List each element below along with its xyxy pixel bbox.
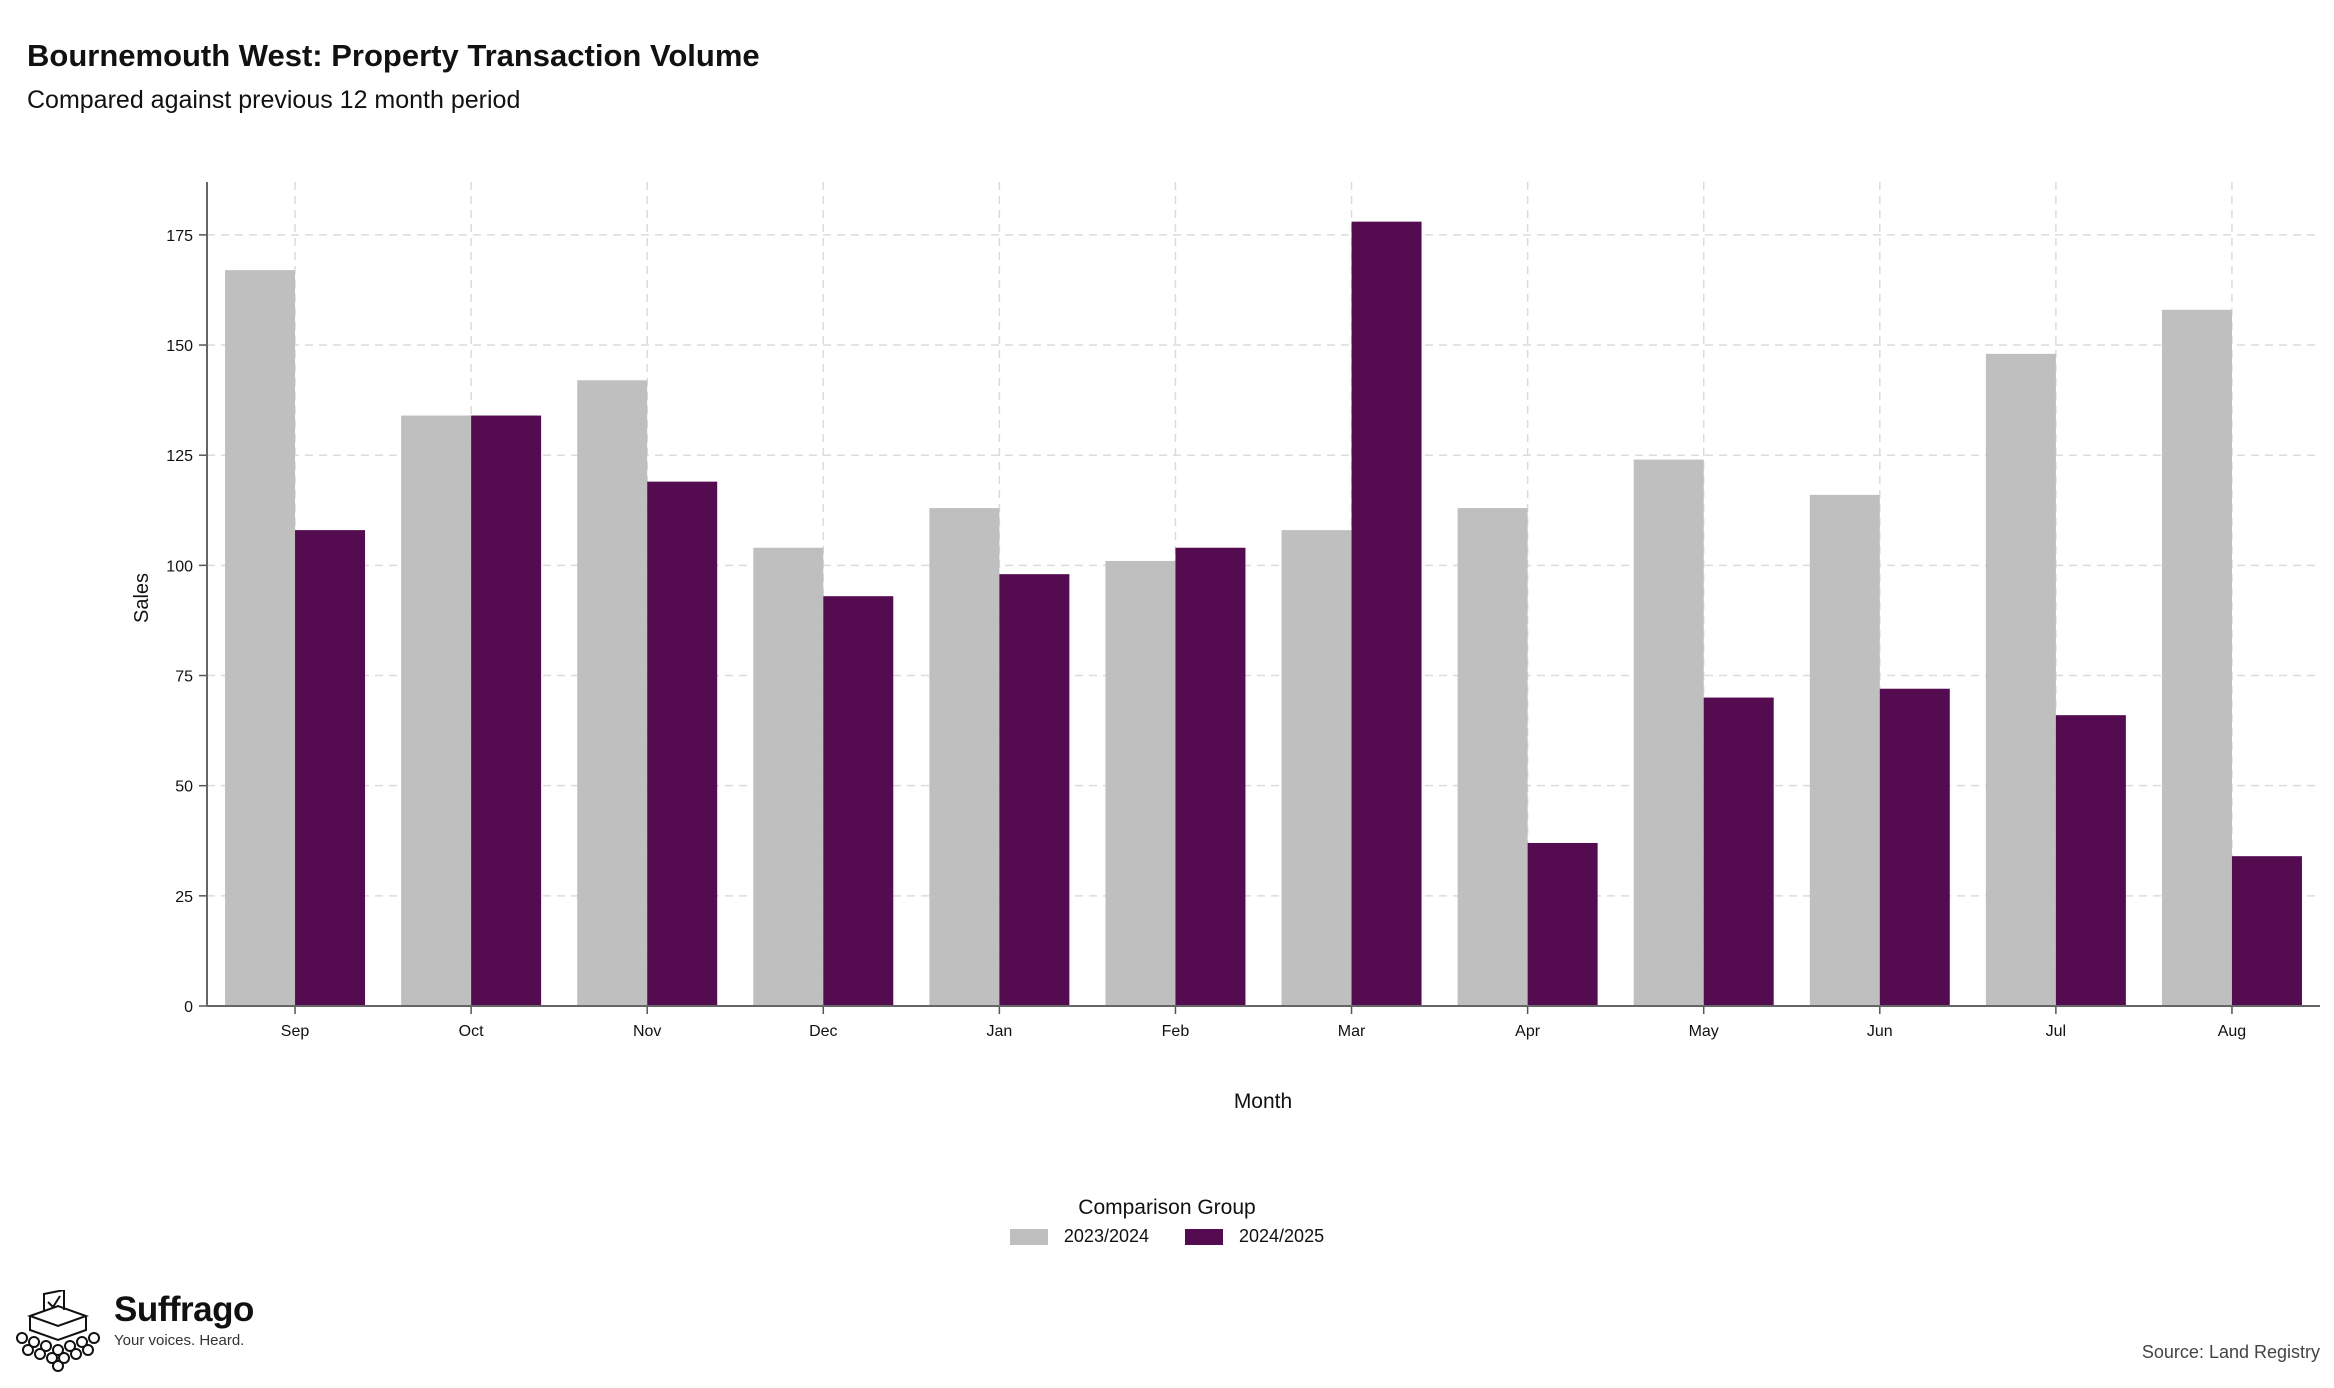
bars [225,221,2302,1007]
bar-2024-2025-apr [1527,842,1598,1006]
legend-swatch-2023-2024 [1009,1228,1048,1245]
y-tick-label: 125 [166,448,193,465]
y-tick-label: 100 [166,558,193,575]
x-tick-label: Oct [459,1023,484,1040]
legend-item-2023-2024: 2023/2024 [1009,1226,1149,1247]
x-tick-label: Jun [1867,1023,1893,1040]
bar-2024-2025-aug [2231,856,2302,1006]
y-tick-label: 75 [175,669,193,686]
bar-2023-2024-feb [1105,560,1176,1006]
bar-2024-2025-oct [471,415,542,1006]
bar-2024-2025-sep [295,530,366,1006]
bar-2023-2024-dec [753,547,824,1006]
bar-2023-2024-oct [401,415,472,1006]
y-tick-label: 50 [175,779,193,796]
x-tick-label: Jan [986,1023,1012,1040]
bar-2023-2024-jul [1985,353,2056,1006]
x-tick-label: Mar [1338,1023,1366,1040]
bar-2023-2024-may [1633,459,1704,1007]
suffrago-logo: Suffrago Your voices. Heard. [14,1290,254,1374]
legend-item-2024-2025: 2024/2025 [1185,1226,1324,1247]
bar-2023-2024-sep [225,270,296,1006]
y-tick-label: 150 [166,338,193,355]
x-tick-label: Nov [633,1023,661,1040]
bar-2023-2024-apr [1457,508,1528,1006]
legend-swatch-2024-2025 [1185,1228,1223,1245]
x-tick-label: Apr [1515,1023,1541,1040]
legend-title: Comparison Group [1078,1196,1256,1219]
legend-label-2024-2025: 2024/2025 [1239,1226,1325,1246]
brand-name: Suffrago [114,1290,254,1329]
bar-2024-2025-jun [1879,688,1950,1006]
y-axis-label: Sales [131,573,153,623]
bar-2024-2025-feb [1175,547,1246,1006]
x-tick-label: Sep [281,1023,310,1040]
chart-subtitle: Compared against previous 12 month perio… [27,86,521,114]
y-tick-label: 0 [184,999,193,1016]
brand-tagline: Your voices. Heard. [114,1332,245,1349]
legend-label-2023-2024: 2023/2024 [1063,1226,1149,1246]
bar-2024-2025-nov [647,481,718,1006]
bar-2023-2024-nov [577,380,648,1006]
x-tick-label: Aug [2218,1023,2246,1040]
y-tick-label: 175 [166,228,193,245]
bar-2024-2025-may [1703,697,1774,1006]
bar-2024-2025-dec [823,596,894,1006]
x-tick-label: Jul [2046,1023,2066,1040]
bar-2024-2025-jul [2055,715,2126,1006]
x-axis-label: Month [1234,1090,1292,1113]
x-tick-labels: Sep Oct Nov Dec Jan Feb Mar Apr May Jun Jul Aug [281,1023,2246,1040]
bar-2023-2024-mar [1281,530,1352,1006]
x-tick-label: Dec [809,1023,837,1040]
bar-chart: 0 25 50 75 100 125 150 175 Sep Oct Nov Dec Jan Feb Ma… [131,182,2320,1113]
chart-title: Bournemouth West: Property Transaction V… [27,38,760,73]
ballot-box-icon [16,1290,100,1372]
x-tick-label: May [1689,1023,1719,1040]
legend: Comparison Group 2023/2024 2024/2025 [0,1196,2334,1247]
bar-2023-2024-jan [929,508,1000,1006]
bar-2023-2024-jun [1809,494,1880,1006]
bar-2024-2025-jan [999,574,1070,1006]
bar-2023-2024-aug [2161,309,2232,1006]
y-tick-labels: 0 25 50 75 100 125 150 175 [166,228,193,1016]
bar-2024-2025-mar [1351,221,1422,1006]
x-tick-label: Feb [1162,1023,1190,1040]
axes [199,182,2320,1014]
y-tick-label: 25 [175,889,193,906]
source-note: Source: Land Registry [2141,1342,2320,1362]
